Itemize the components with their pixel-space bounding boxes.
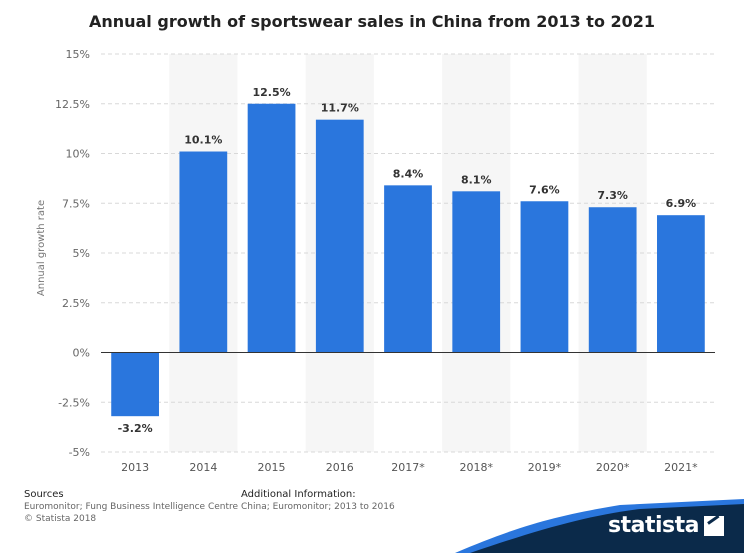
data-label: 7.6% bbox=[529, 183, 560, 196]
additional-info-heading: Additional Information: bbox=[241, 489, 356, 500]
data-label: 10.1% bbox=[184, 134, 222, 147]
bar bbox=[520, 201, 569, 353]
x-tick-label: 2018* bbox=[459, 461, 493, 474]
y-tick-label: -2.5% bbox=[58, 396, 90, 409]
y-tick-label: 7.5% bbox=[62, 197, 90, 210]
x-tick-label: 2014 bbox=[189, 461, 217, 474]
data-label: 6.9% bbox=[666, 197, 697, 210]
statista-logo-icon bbox=[704, 515, 724, 536]
brand-band bbox=[455, 499, 744, 553]
data-label: 7.3% bbox=[597, 189, 628, 202]
bar bbox=[247, 103, 296, 353]
bar bbox=[111, 352, 159, 417]
bar-chart: 15% 12.5% 10% 7.5% 5% 2.5% 0% -2.5% -5% Annual gr… bbox=[36, 48, 715, 474]
y-tick-label: 12.5% bbox=[55, 98, 90, 111]
x-tick-label: 2021* bbox=[664, 461, 698, 474]
brand-name: statista bbox=[608, 513, 699, 538]
y-tick-label: 15% bbox=[66, 48, 90, 61]
data-label: 8.1% bbox=[461, 173, 492, 186]
y-tick-label: 2.5% bbox=[62, 297, 90, 310]
x-tick-label: 2015 bbox=[258, 461, 286, 474]
y-tick-label: 5% bbox=[73, 247, 90, 260]
statista-logo[interactable]: statista bbox=[608, 513, 724, 538]
additional-info-text: China; Euromonitor; 2013 to 2016 bbox=[241, 502, 395, 512]
data-label: 11.7% bbox=[321, 102, 359, 115]
sources-text: Euromonitor; Fung Business Intelligence … bbox=[24, 502, 239, 512]
x-tick-label: 2019* bbox=[528, 461, 562, 474]
additional-info-block: Additional Information: China; Euromonit… bbox=[241, 489, 395, 513]
footer: Sources Euromonitor; Fung Business Intel… bbox=[0, 485, 744, 553]
x-tick-label: 2013 bbox=[121, 461, 149, 474]
x-tick-label: 2017* bbox=[391, 461, 425, 474]
sources-block: Sources Euromonitor; Fung Business Intel… bbox=[24, 489, 238, 525]
bar bbox=[588, 207, 637, 353]
x-tick-label: 2020* bbox=[596, 461, 630, 474]
bar bbox=[179, 151, 228, 353]
data-label: 8.4% bbox=[393, 167, 424, 180]
bar bbox=[384, 185, 432, 353]
data-label: -3.2% bbox=[118, 422, 153, 435]
data-label: 12.5% bbox=[252, 86, 290, 99]
bar bbox=[315, 119, 364, 353]
bar bbox=[452, 191, 501, 353]
y-tick-label: -5% bbox=[69, 446, 90, 459]
y-tick-label: 10% bbox=[66, 148, 90, 161]
y-axis-title: Annual growth rate bbox=[36, 200, 47, 296]
bar bbox=[657, 215, 705, 353]
chart-title: Annual growth of sportswear sales in Chi… bbox=[88, 12, 656, 31]
copyright-text: © Statista 2018 bbox=[24, 514, 97, 524]
sources-heading: Sources bbox=[24, 489, 64, 500]
brand-band-shape bbox=[470, 504, 744, 553]
x-tick-label: 2016 bbox=[326, 461, 354, 474]
y-tick-label: 0% bbox=[73, 347, 90, 360]
